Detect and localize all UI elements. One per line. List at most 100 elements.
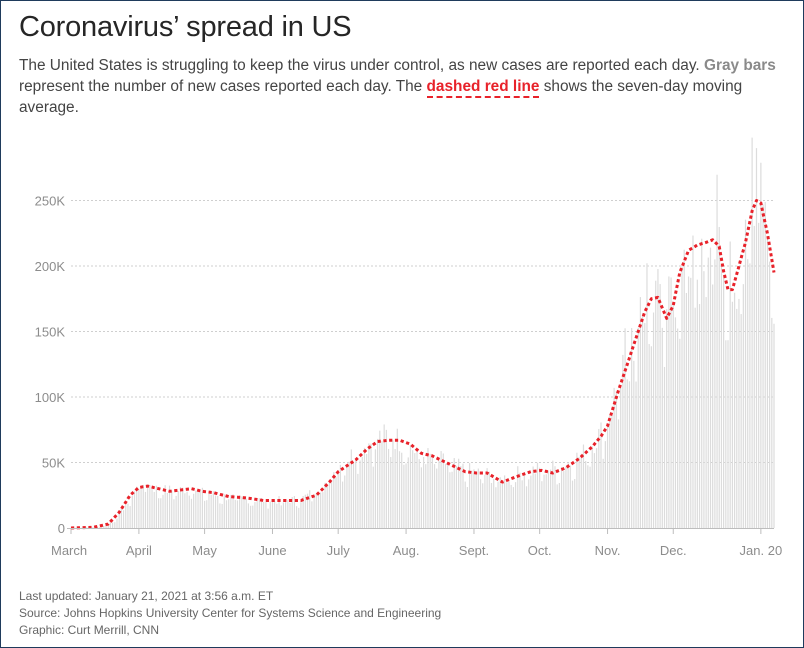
daily-bar (723, 276, 725, 528)
desc-gray-bars: Gray bars (703, 57, 776, 74)
daily-bar (650, 346, 652, 528)
x-tick-label: Jan. 20 (740, 543, 783, 558)
daily-bar (762, 204, 764, 529)
daily-bar (243, 497, 245, 528)
daily-bar (322, 492, 324, 528)
daily-bar (420, 467, 423, 528)
daily-bar (455, 465, 458, 528)
daily-bar (306, 493, 309, 528)
daily-bar (764, 201, 766, 528)
daily-bar (151, 488, 153, 528)
daily-bar (655, 280, 657, 528)
desc-text-1: The United States is struggling to keep … (19, 57, 704, 74)
daily-bar (326, 485, 328, 528)
daily-bar (604, 441, 606, 528)
daily-bar (727, 340, 729, 528)
daily-bar (696, 279, 698, 528)
daily-bar (414, 453, 416, 528)
y-tick-label: 100K (35, 390, 66, 405)
daily-bar (738, 298, 740, 528)
daily-bar (705, 297, 707, 528)
daily-bar (701, 238, 703, 528)
daily-bar (534, 473, 536, 528)
daily-bar (508, 481, 510, 528)
daily-bar (574, 479, 576, 528)
daily-bar (107, 524, 109, 528)
daily-bar (157, 498, 160, 528)
x-tick-label: July (327, 543, 351, 558)
daily-bar (346, 464, 348, 528)
daily-bar (609, 415, 611, 528)
daily-bar (295, 506, 298, 528)
daily-bar (517, 466, 519, 528)
y-tick-label: 150K (35, 325, 66, 340)
daily-bar (547, 471, 550, 528)
desc-text-3: shows the seven-day moving average. (19, 78, 743, 116)
daily-bar (692, 235, 694, 529)
daily-bar (760, 162, 762, 528)
last-updated: Last updated: January 21, 2021 at 3:56 a… (19, 589, 274, 603)
daily-bar (149, 484, 151, 528)
daily-bar (519, 472, 521, 528)
daily-bar (366, 453, 368, 528)
x-tick-label: Aug. (393, 543, 420, 558)
daily-bar (324, 482, 326, 528)
daily-bar (274, 500, 276, 528)
daily-bar (565, 466, 567, 528)
daily-bar (120, 508, 122, 528)
daily-bar (412, 450, 414, 528)
daily-bar (422, 457, 425, 528)
daily-bar (206, 500, 208, 528)
daily-bar (560, 466, 563, 528)
daily-bar (749, 263, 751, 528)
daily-bar (352, 462, 355, 528)
daily-bar (147, 487, 149, 528)
daily-bar (403, 464, 405, 528)
daily-bar (624, 328, 626, 528)
daily-bar (153, 491, 155, 528)
daily-bar (85, 527, 87, 528)
daily-bar (311, 501, 313, 528)
daily-bar (681, 266, 683, 528)
x-tick-label: Nov. (595, 543, 621, 558)
daily-bar (197, 488, 199, 528)
daily-bar (210, 494, 212, 528)
daily-bar (131, 496, 133, 528)
daily-bar (276, 503, 278, 528)
daily-bar (731, 301, 733, 528)
daily-bar (620, 387, 622, 528)
daily-bar (641, 313, 644, 528)
daily-bar (773, 323, 775, 528)
source-note: Source: Johns Hopkins University Center … (19, 606, 442, 620)
daily-bar (729, 241, 731, 529)
daily-bar (300, 502, 302, 528)
daily-bar (118, 512, 120, 528)
daily-bar (269, 501, 271, 528)
daily-bar (396, 428, 398, 528)
daily-bar (317, 494, 320, 528)
daily-bar (663, 366, 666, 528)
daily-bar (122, 510, 125, 528)
cases-chart: 0 50K 100K 150K 200K 250K March April May June Ju… (35, 137, 783, 558)
daily-bar (381, 441, 383, 528)
daily-bar (672, 304, 674, 528)
daily-bar (510, 484, 512, 528)
daily-bar (245, 498, 247, 528)
daily-bar (416, 450, 418, 528)
daily-bar (622, 354, 624, 528)
daily-bar (230, 494, 232, 528)
daily-bar (160, 498, 162, 528)
daily-bar (409, 444, 412, 528)
daily-bar (475, 474, 477, 528)
daily-bar (186, 491, 188, 528)
daily-bar (355, 459, 357, 528)
daily-bar (379, 430, 381, 528)
daily-bar (289, 502, 291, 528)
daily-bar (440, 451, 442, 528)
daily-bar (271, 499, 274, 528)
daily-bar (766, 236, 769, 528)
daily-bar (733, 292, 736, 528)
daily-bar (247, 503, 249, 528)
daily-bar (751, 137, 753, 528)
daily-bar (523, 474, 525, 528)
